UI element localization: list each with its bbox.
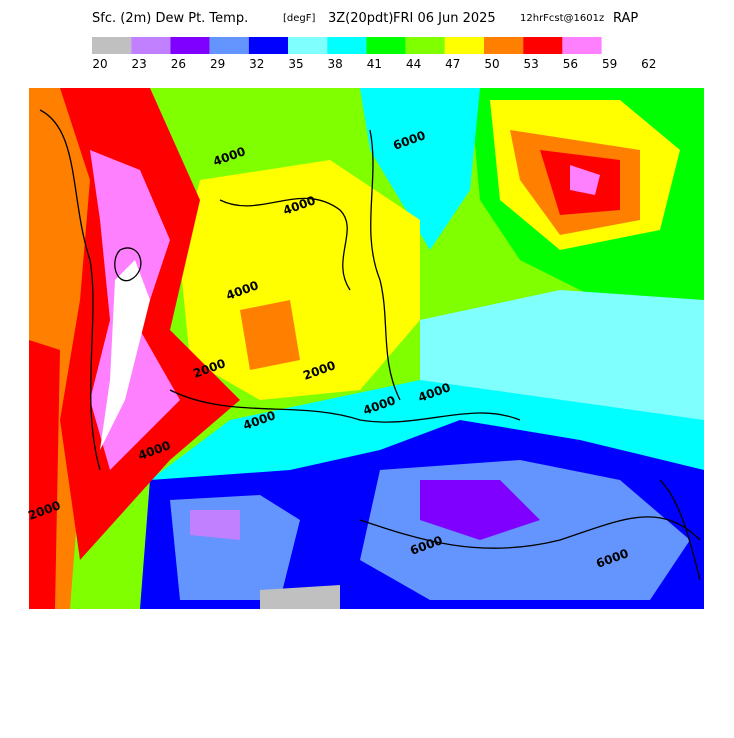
legend-swatch xyxy=(444,37,484,54)
legend-swatch xyxy=(92,37,132,54)
legend-label: 47 xyxy=(445,57,460,71)
legend-label: 56 xyxy=(563,57,578,71)
legend-swatch xyxy=(288,37,328,54)
legend-label: 41 xyxy=(367,57,382,71)
contour xyxy=(169,389,521,423)
contour xyxy=(219,197,351,291)
legend-swatch xyxy=(405,37,445,54)
legend-label: 35 xyxy=(288,57,303,71)
legend-label: 50 xyxy=(484,57,499,71)
valid-time: 3Z(20pdt) xyxy=(328,11,393,26)
contour xyxy=(659,479,701,581)
date: FRI 06 Jun 2025 xyxy=(393,11,496,26)
legend-label: 62 xyxy=(641,57,656,71)
legend-swatch xyxy=(523,37,563,54)
region xyxy=(240,300,300,370)
contour xyxy=(39,109,101,471)
legend-swatch xyxy=(562,37,602,54)
legend-label: 53 xyxy=(524,57,539,71)
model: RAP xyxy=(613,11,638,26)
units: [degF] xyxy=(283,13,316,24)
contour xyxy=(359,516,701,549)
map: 4000400040006000600020002000400040004000… xyxy=(26,88,704,609)
region xyxy=(190,510,240,540)
region xyxy=(360,88,480,250)
legend-swatch xyxy=(131,37,171,54)
region xyxy=(570,165,600,195)
legend-swatch xyxy=(170,37,210,54)
legend-label: 59 xyxy=(602,57,617,71)
region xyxy=(29,340,60,609)
region xyxy=(180,160,420,400)
title: Sfc. (2m) Dew Pt. Temp. xyxy=(92,11,248,26)
region xyxy=(100,260,150,450)
contour xyxy=(369,129,401,401)
legend-label: 20 xyxy=(92,57,107,71)
legend-swatch xyxy=(327,37,367,54)
forecast: 12hrFcst@1601z xyxy=(520,13,604,24)
legend-label: 32 xyxy=(249,57,264,71)
legend-label: 23 xyxy=(132,57,147,71)
legend-swatch xyxy=(209,37,249,54)
legend-label: 26 xyxy=(171,57,186,71)
legend: 20 23 26 29 32 35 38 41 44 47 50 53 56 59 62 xyxy=(92,37,656,71)
legend-swatch xyxy=(366,37,406,54)
contour xyxy=(114,247,142,282)
legend-swatch xyxy=(248,37,288,54)
legend-label: 29 xyxy=(210,57,225,71)
region xyxy=(420,480,540,540)
legend-label: 38 xyxy=(328,57,343,71)
legend-label: 44 xyxy=(406,57,421,71)
region xyxy=(260,585,340,609)
legend-swatch xyxy=(484,37,524,54)
